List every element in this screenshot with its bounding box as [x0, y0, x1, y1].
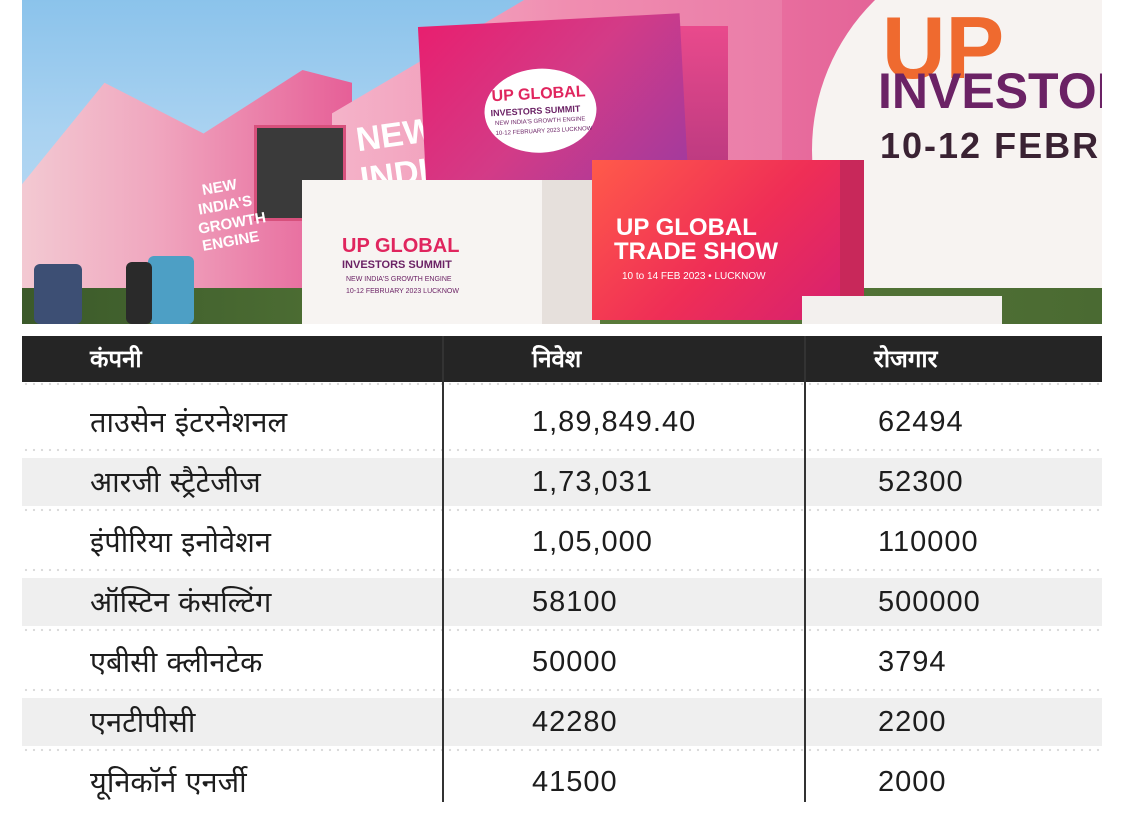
cell-investment: 50000 [532, 646, 618, 678]
row-divider [22, 508, 1102, 512]
cell-employment: 52300 [878, 466, 964, 498]
event-photo: NEW INDIA'S GROWTH ENGINE NEW INDIA' UP … [22, 0, 1102, 324]
table-row: यूनिकॉर्न एनर्जी 41500 2000 [22, 758, 1102, 806]
cell-investment: 41500 [532, 766, 618, 798]
cube-white-sub: NEW INDIA'S GROWTH ENGINE [346, 276, 452, 283]
cell-company: आरजी स्ट्रैटेजीज [90, 465, 261, 499]
cell-company: एबीसी क्लीनटेक [90, 645, 263, 679]
table-header: कंपनी निवेश रोजगार [22, 336, 1102, 382]
cube-red: UP GLOBAL TRADE SHOW 10 to 14 FEB 2023 •… [592, 160, 840, 320]
cell-company: इंपीरिया इनोवेशन [90, 525, 271, 559]
cube-red-title-2: TRADE SHOW [614, 238, 778, 265]
cell-investment: 58100 [532, 586, 618, 618]
table-row: इंपीरिया इनोवेशन 1,05,000 110000 [22, 518, 1102, 566]
person-2 [148, 256, 194, 324]
cell-investment: 1,89,849.40 [532, 406, 697, 438]
row-divider [22, 628, 1102, 632]
cell-company: ताउसेन इंटरनेशनल [90, 405, 288, 439]
header-company: कंपनी [90, 345, 142, 373]
cell-employment: 62494 [878, 406, 964, 438]
header-investment: निवेश [532, 345, 582, 373]
table-row: आरजी स्ट्रैटेजीज 1,73,031 52300 [22, 458, 1102, 506]
cube-white: UP GLOBAL INVESTORS SUMMIT NEW INDIA'S G… [302, 180, 542, 324]
big-sign-dates: 10-12 FEBRUA [880, 125, 1102, 166]
cell-employment: 2000 [878, 766, 947, 798]
row-divider [22, 568, 1102, 572]
cell-company: ऑस्टिन कंसल्टिंग [90, 585, 272, 619]
cube-white-title: INVESTORS SUMMIT [342, 259, 452, 271]
cube-red-date: 10 to 14 FEB 2023 • LUCKNOW [622, 271, 766, 282]
cube-white-logo: UP GLOBAL [342, 235, 460, 257]
header-employment: रोजगार [874, 345, 938, 373]
table-row: एनटीपीसी 42280 2200 [22, 698, 1102, 746]
big-sign-logo: UP [882, 0, 1005, 97]
table-row: ऑस्टिन कंसल्टिंग 58100 500000 [22, 578, 1102, 626]
row-divider [22, 748, 1102, 752]
investment-table: कंपनी निवेश रोजगार ताउसेन इंटरनेशनल 1,89… [22, 336, 1102, 806]
cell-company: यूनिकॉर्न एनर्जी [90, 765, 247, 799]
column-divider [804, 336, 806, 802]
cell-investment: 1,73,031 [532, 466, 653, 498]
row-divider [22, 382, 1102, 386]
cell-employment: 3794 [878, 646, 947, 678]
cell-employment: 500000 [878, 586, 981, 618]
row-divider [22, 688, 1102, 692]
table-row: एबीसी क्लीनटेक 50000 3794 [22, 638, 1102, 686]
cell-employment: 2200 [878, 706, 947, 738]
person-3 [126, 262, 152, 324]
cube-red-title-1: UP GLOBAL [616, 214, 757, 241]
cube-white-date: 10-12 FEBRUARY 2023 LUCKNOW [346, 288, 459, 295]
cell-company: एनटीपीसी [90, 705, 196, 739]
person-1 [34, 264, 82, 324]
row-divider [22, 448, 1102, 452]
cell-investment: 1,05,000 [532, 526, 653, 558]
column-divider [442, 336, 444, 802]
table-row: ताउसेन इंटरनेशनल 1,89,849.40 62494 [22, 398, 1102, 446]
cell-employment: 110000 [878, 526, 979, 558]
big-sign-title: INVESTORS [878, 63, 1102, 119]
cell-investment: 42280 [532, 706, 618, 738]
white-box [802, 296, 1002, 324]
